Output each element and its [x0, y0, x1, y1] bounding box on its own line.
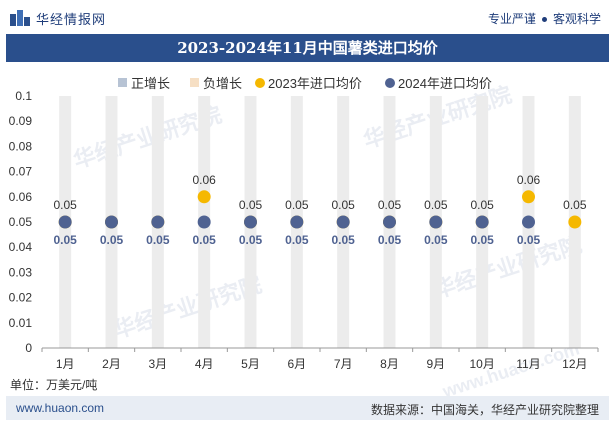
- point-2024: [336, 215, 350, 229]
- point-2024: [244, 215, 257, 229]
- point-2024: [475, 215, 489, 229]
- legend-negative-growth-label: 负增长: [203, 76, 242, 91]
- x-tick-label: 8月: [380, 357, 399, 371]
- x-tick-label: 12月: [562, 357, 587, 371]
- data-label-2024: 0.05: [285, 233, 309, 247]
- unit-label: 单位：万美元/吨: [10, 378, 98, 392]
- point-2024: [151, 215, 165, 229]
- data-label-2024: 0.05: [53, 233, 77, 247]
- x-tick-label: 4月: [195, 357, 214, 371]
- data-label-2023: 0.05: [563, 198, 587, 212]
- data-label-2023: 0.05: [424, 198, 448, 212]
- x-tick-label: 10月: [469, 357, 494, 371]
- logo-icon: [10, 10, 30, 26]
- x-tick-label: 11月: [516, 357, 540, 371]
- y-tick-label: 0.01: [9, 316, 33, 330]
- y-tick-label: 0.04: [9, 240, 33, 254]
- data-label-2023: 0.05: [239, 198, 263, 212]
- top-bar: 华经情报网 专业严谨 客观科学: [0, 0, 615, 34]
- footer-url[interactable]: www.huaon.com: [16, 401, 105, 415]
- dot-icon: [541, 17, 547, 23]
- slogan-right: 客观科学: [552, 12, 601, 26]
- x-tick-label: 2月: [102, 357, 121, 371]
- data-label-2024: 0.05: [192, 233, 216, 247]
- point-2023: [197, 190, 211, 204]
- legend-series-2024-swatch: [385, 78, 395, 88]
- x-tick-label: 9月: [426, 357, 445, 371]
- legend-series-2023-swatch: [255, 78, 265, 88]
- y-tick-label: 0.1: [15, 89, 32, 103]
- footer: www.huaon.com 数据来源：中国海关，华经产业研究院整理: [6, 396, 609, 420]
- data-label-2023: 0.05: [331, 198, 355, 212]
- slogan-left: 专业严谨: [487, 12, 536, 26]
- point-2024: [522, 215, 535, 229]
- data-label-2023: 0.05: [53, 198, 77, 212]
- data-label-2024: 0.05: [331, 233, 355, 247]
- data-label-2024: 0.05: [146, 233, 170, 247]
- data-label-2024: 0.05: [100, 233, 124, 247]
- data-label-2023: 0.06: [517, 173, 541, 187]
- data-label-2024: 0.05: [378, 233, 402, 247]
- point-2023: [522, 190, 535, 204]
- point-2024: [290, 215, 304, 229]
- data-label-2024: 0.05: [517, 233, 541, 247]
- data-label-2023: 0.05: [470, 198, 494, 212]
- chart: 正增长 负增长 2023年进口均价 2024年进口均价 0 0.01 0.02 0.03 0.0…: [9, 76, 599, 371]
- y-tick-label: 0.07: [9, 165, 33, 179]
- y-tick-label: 0.09: [9, 114, 33, 128]
- data-label-2024: 0.05: [470, 233, 494, 247]
- y-tick-label: 0: [25, 341, 32, 355]
- data-label-2023: 0.05: [378, 198, 402, 212]
- point-2024: [58, 215, 72, 229]
- y-tick-label: 0.06: [9, 190, 33, 204]
- x-tick-label: 5月: [241, 357, 260, 371]
- point-2024: [105, 215, 118, 229]
- legend-positive-growth-swatch: [118, 78, 127, 87]
- point-2024: [383, 215, 396, 229]
- legend-positive-growth-label: 正增长: [131, 76, 170, 91]
- data-label-2024: 0.05: [424, 233, 448, 247]
- x-tick-label: 3月: [148, 357, 167, 371]
- footer-source: 数据来源：中国海关，华经产业研究院整理: [370, 403, 599, 417]
- y-tick-label: 0.05: [9, 215, 33, 229]
- x-tick-label: 1月: [56, 357, 75, 371]
- x-tick-label: 7月: [334, 357, 353, 371]
- point-2024: [429, 215, 443, 229]
- point-2023: [568, 215, 582, 229]
- chart-title: 2023-2024年11月中国薯类进口均价: [6, 34, 609, 62]
- y-tick-label: 0.03: [9, 265, 33, 279]
- slogan: 专业严谨 客观科学: [488, 10, 601, 27]
- legend-negative-growth-swatch: [190, 78, 199, 87]
- x-tick-label: 6月: [287, 357, 306, 371]
- legend-series-2024-label: 2024年进口均价: [398, 76, 492, 91]
- data-label-2023: 0.05: [285, 198, 309, 212]
- y-tick-label: 0.08: [9, 139, 33, 153]
- data-label-2024: 0.05: [239, 233, 263, 247]
- legend-series-2023-label: 2023年进口均价: [268, 76, 362, 91]
- data-label-2023: 0.06: [192, 173, 216, 187]
- y-tick-label: 0.02: [9, 291, 33, 305]
- point-2024: [197, 215, 211, 229]
- brand-name[interactable]: 华经情报网: [36, 12, 107, 27]
